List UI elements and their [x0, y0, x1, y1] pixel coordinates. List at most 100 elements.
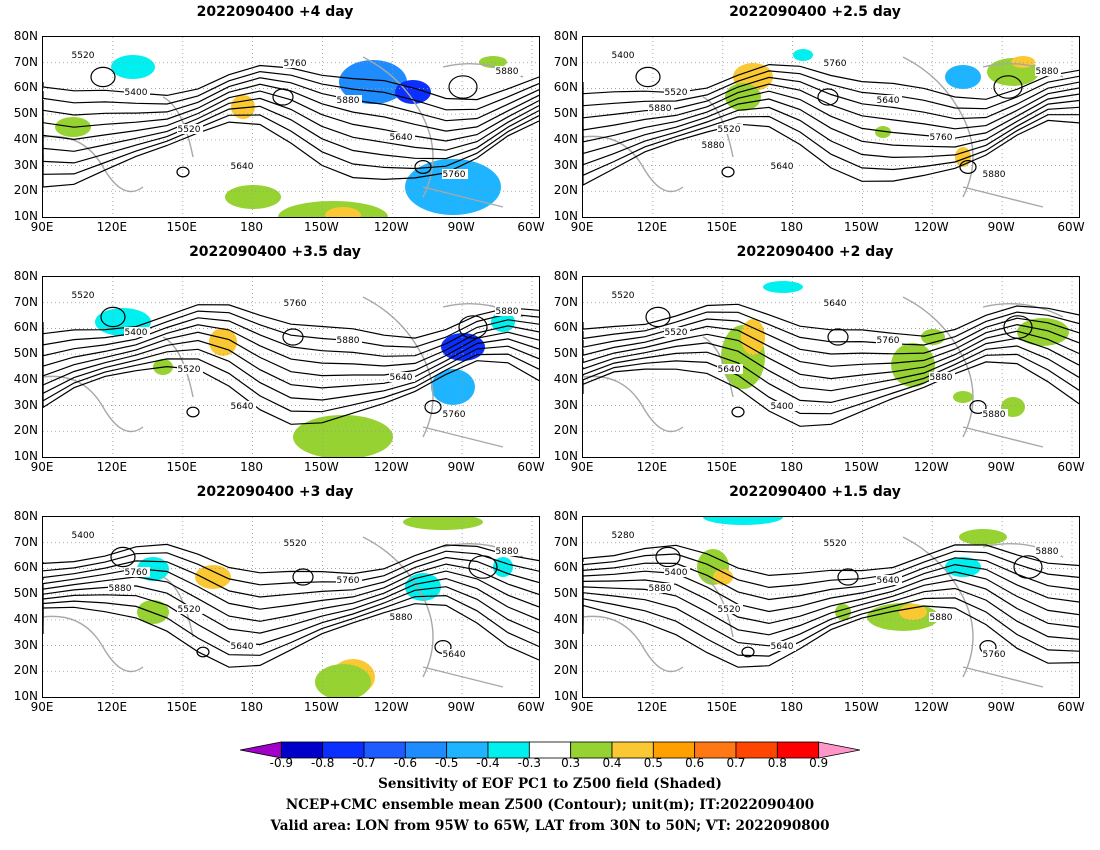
contour-label-bg: [929, 372, 955, 382]
lat-tick-label: 10N: [553, 689, 578, 703]
lat-tick-label: 50N: [553, 346, 578, 361]
lat-tick-label: 20N: [13, 663, 38, 678]
z500-contour: [583, 106, 1079, 166]
contour-label: 5760: [284, 299, 307, 309]
closed-contour: [100, 306, 126, 328]
colorbar-value: 0.8: [767, 756, 787, 770]
lat-tick-label: 60N: [553, 560, 578, 575]
lon-tick-label: 60W: [517, 460, 545, 474]
contour-label: 5760: [877, 336, 900, 346]
lon-tick-label: 90E: [30, 460, 54, 474]
contour-label: 5760: [930, 133, 953, 143]
contour-label: 5760: [125, 568, 148, 578]
contour-label-bg: [336, 95, 362, 105]
contour-label: 5400: [125, 328, 148, 338]
closed-contour: [655, 546, 681, 568]
closed-contour: [90, 66, 116, 88]
lon-tick-label: 60W: [517, 700, 545, 714]
lat-tick-label: 80N: [13, 269, 38, 283]
contour-label-bg: [664, 327, 690, 337]
contour-label-bg: [611, 530, 637, 540]
colorbar-value: 0.6: [685, 756, 705, 770]
caption-line-2: NCEP+CMC ensemble mean Z500 (Contour); u…: [285, 797, 815, 813]
contour-label: 5640: [771, 162, 794, 172]
contour-label: 5760: [824, 59, 847, 69]
contour-label: 5400: [665, 568, 688, 578]
map-panel-3p5day: 2022090400 +3.5 day 5520 5400 5520 5640 5760…: [0, 240, 550, 480]
map-svg: 5520 5400 5520 5640 5760 5880 5640 5760 5880: [43, 277, 539, 457]
contour-label-bg: [442, 649, 468, 659]
contour-label-bg: [929, 132, 955, 142]
z500-contour: [583, 303, 1079, 337]
lat-tick-label: 70N: [13, 54, 38, 69]
lon-tick-label: 90W: [987, 460, 1015, 474]
contour-label: 5880: [337, 96, 360, 106]
lat-tick-label: 20N: [553, 423, 578, 438]
map-svg: 5280 5400 5520 5640 5520 5640 5880 5760 5880 5880: [583, 517, 1079, 697]
contour-label-bg: [230, 401, 256, 411]
contour-label: 5880: [930, 613, 953, 623]
map-plot: 5400 5520 5520 5640 5760 5640 5760 5880 5880 5880…: [582, 36, 1080, 218]
closed-contour: [196, 646, 210, 658]
lat-tick-label: 40N: [553, 371, 578, 386]
lat-tick-label: 70N: [553, 54, 578, 69]
contour-label-bg: [1035, 546, 1061, 556]
colorbar-value: 0.7: [726, 756, 746, 770]
contour-label: 5520: [665, 328, 688, 338]
closed-contour: [721, 166, 735, 178]
panel-title: 2022090400 +3 day: [196, 484, 354, 500]
lat-tick-label: 10N: [13, 449, 38, 463]
z500-contour: [583, 563, 1079, 613]
map-panel-1p5day: 2022090400 +1.5 day 5280 5400 5520 5640 5520…: [540, 480, 1090, 720]
sensitivity-shading: [325, 207, 361, 217]
z500-contour: [583, 337, 1079, 392]
lon-tick-label: 60W: [517, 220, 545, 234]
z500-contour: [583, 83, 1079, 131]
contour-label: 5880: [702, 141, 725, 151]
contour-label-bg: [230, 161, 256, 171]
sensitivity-shading: [195, 565, 231, 589]
sensitivity-shading: [763, 281, 803, 293]
lon-tick-label: 90W: [447, 700, 475, 714]
closed-contour: [458, 315, 488, 339]
contour-label: 5520: [718, 125, 741, 135]
contour-label-bg: [823, 298, 849, 308]
sensitivity-shading: [703, 517, 783, 525]
contour-label: 5640: [877, 576, 900, 586]
z500-contour: [43, 543, 539, 575]
z500-contour: [583, 557, 1079, 601]
contour-label-bg: [495, 66, 521, 76]
lon-tick-label: 150E: [166, 460, 197, 474]
lat-tick-label: 70N: [13, 534, 38, 549]
lat-tick-label: 60N: [553, 320, 578, 335]
z500-contour: [583, 98, 1079, 155]
contour-label-bg: [442, 409, 468, 419]
sensitivity-shading: [493, 557, 513, 577]
contour-label: 5880: [1036, 547, 1059, 557]
z500-contour: [43, 563, 539, 610]
z500-contour: [583, 90, 1079, 143]
lon-tick-label: 180: [240, 460, 264, 474]
closed-contour: [1003, 315, 1033, 339]
panel-title: 2022090400 +1.5 day: [729, 484, 901, 500]
closed-contour: [1013, 555, 1043, 579]
contour-label: 5880: [496, 67, 519, 77]
closed-contour: [282, 328, 304, 346]
lon-tick-label: 120E: [636, 460, 668, 474]
contour-label-bg: [283, 298, 309, 308]
lat-tick-label: 50N: [13, 346, 38, 361]
closed-contour: [635, 66, 661, 88]
contour-label-bg: [611, 290, 637, 300]
z500-contour: [583, 579, 1079, 636]
lon-tick-label: 120E: [636, 220, 668, 234]
lon-tick-label: 120W: [913, 460, 949, 474]
lat-tick-label: 60N: [13, 80, 38, 95]
contour-label-bg: [701, 140, 727, 150]
lon-tick-label: 60W: [1057, 460, 1085, 474]
caption-line-1: Sensitivity of EOF PC1 to Z500 field (Sh…: [378, 776, 722, 792]
lat-tick-label: 60N: [553, 80, 578, 95]
contour-label-bg: [823, 58, 849, 68]
lon-tick-label: 150W: [304, 460, 339, 474]
map-plot: 5280 5400 5520 5640 5520 5640 5880 5760 5880 5880: [582, 516, 1080, 698]
z500-contour: [583, 361, 1079, 427]
